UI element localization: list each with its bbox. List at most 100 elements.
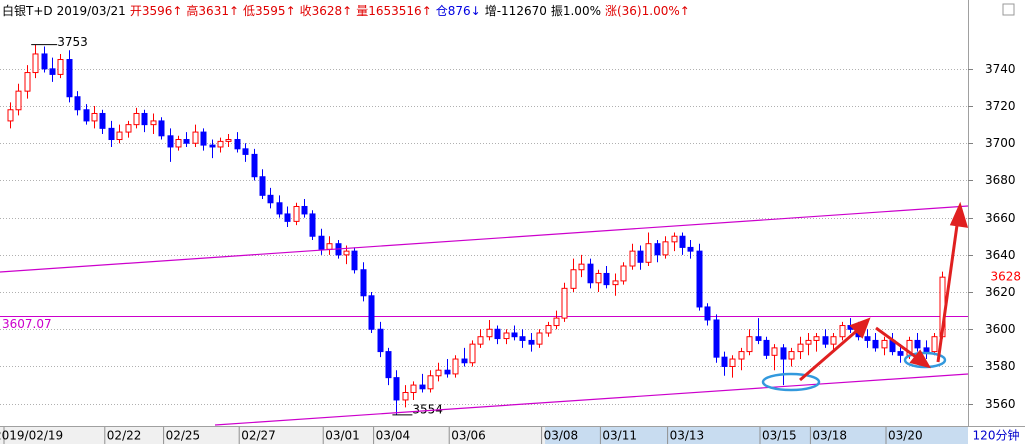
header-item: 2019/03/21 xyxy=(57,4,126,18)
x-tick-label: 03/18 xyxy=(812,429,847,443)
candle-body xyxy=(603,272,610,286)
y-tick-label: 3680 xyxy=(985,173,1016,187)
x-tick-label: 03/20 xyxy=(888,429,923,443)
candle-body xyxy=(587,263,594,284)
candle-body xyxy=(797,343,804,353)
candle-body xyxy=(469,343,476,364)
circle-marker xyxy=(903,351,947,369)
candle-body xyxy=(284,213,291,222)
candle-body xyxy=(427,375,434,390)
period-label[interactable]: 120分钟 xyxy=(973,428,1020,443)
x-tick-label: 03/01 xyxy=(325,429,360,443)
candle-body xyxy=(402,392,409,401)
candle-body xyxy=(746,336,753,353)
candle-body xyxy=(217,140,224,148)
candle-body xyxy=(570,269,577,289)
low-label: 3554 xyxy=(412,402,443,416)
candle-body xyxy=(32,53,39,74)
candle-body xyxy=(813,336,820,341)
circle-marker xyxy=(761,372,821,392)
candle-body xyxy=(141,112,148,126)
x-tick-label: 03/08 xyxy=(544,429,579,443)
candle-body xyxy=(74,96,81,111)
candle-body xyxy=(293,205,300,222)
header-item: 白银T+D xyxy=(2,3,53,18)
header-item: 振1.00% xyxy=(551,4,601,18)
candle-body xyxy=(536,332,543,345)
candle-body xyxy=(259,176,266,196)
candle-body xyxy=(452,358,459,375)
annotations xyxy=(0,201,969,426)
candle-body xyxy=(125,124,132,133)
candle-body xyxy=(234,139,241,150)
candle-body xyxy=(419,384,426,390)
candle-body xyxy=(713,319,720,358)
candle-body xyxy=(83,109,90,122)
header: 白银T+D 2019/03/21 开3596↑ 高3631↑ 低3595↑ 收3628↑ 量… xyxy=(2,3,690,18)
x-tick-label: 03/11 xyxy=(602,429,637,443)
x-tick-label: 03/15 xyxy=(762,429,797,443)
candle-body xyxy=(545,325,552,334)
x-tick-label: 02/27 xyxy=(241,429,276,443)
candle-body xyxy=(738,351,745,360)
y-tick-label: 3560 xyxy=(985,397,1016,411)
candle-body xyxy=(116,131,123,141)
candle-body xyxy=(629,250,636,267)
candle-body xyxy=(49,68,56,75)
candle-body xyxy=(301,205,308,215)
candle-body xyxy=(267,194,274,204)
candle-body xyxy=(721,356,728,367)
candle-body xyxy=(503,332,510,340)
candle-body xyxy=(343,250,350,256)
candle-body xyxy=(805,339,812,345)
candle-body xyxy=(410,384,417,394)
header-item: 仓876↓ xyxy=(436,4,481,18)
candle-body xyxy=(377,328,384,353)
header-item: 低3595↑ xyxy=(243,4,296,18)
y-tick-label: 3720 xyxy=(985,99,1016,113)
settings-box[interactable] xyxy=(1002,3,1015,16)
candle-body xyxy=(393,377,400,401)
candle-body xyxy=(763,339,770,356)
arrows xyxy=(799,201,969,382)
candle-body xyxy=(528,339,535,345)
trend-line-lower xyxy=(214,373,969,426)
arrow xyxy=(936,217,960,363)
candle-body xyxy=(99,112,106,129)
candle-body xyxy=(360,269,367,297)
candle-body xyxy=(494,328,501,340)
candle-body xyxy=(251,153,258,178)
candle-body xyxy=(309,213,316,237)
candle-body xyxy=(167,135,174,148)
header-item: 开3596↑ xyxy=(130,4,183,18)
header-item: 高3631↑ xyxy=(186,3,239,18)
candle-body xyxy=(671,235,678,243)
candle-body xyxy=(326,243,333,250)
candle-body xyxy=(839,325,846,338)
candle-body xyxy=(771,347,778,356)
high-label: 3753 xyxy=(57,35,88,49)
y-tick-label: 3740 xyxy=(985,62,1016,76)
x-tick-label: 03/06 xyxy=(451,429,486,443)
date-bar-highlight xyxy=(545,427,968,444)
candle-body xyxy=(897,351,904,356)
x-tick-label: 03/04 xyxy=(376,429,411,443)
y-tick-label: 3640 xyxy=(985,248,1016,262)
header-item: 增-112670 xyxy=(485,4,547,18)
candle-body xyxy=(755,336,762,341)
candle-body xyxy=(477,336,484,345)
candle-body xyxy=(225,139,232,142)
candle-body xyxy=(192,131,199,144)
x-tick-label: 2019/02/19 xyxy=(0,429,63,443)
arrow-head xyxy=(909,349,932,369)
candle-body xyxy=(923,347,930,353)
candle-body xyxy=(108,127,115,141)
candle-body xyxy=(687,246,694,252)
candle-body xyxy=(864,336,871,341)
candle-body xyxy=(578,263,585,271)
candle-body xyxy=(276,202,283,215)
candle-body xyxy=(351,250,358,271)
header-item: 涨(36)1.00%↑ xyxy=(605,3,690,18)
candle-body xyxy=(209,144,216,148)
candle-body xyxy=(368,295,375,330)
